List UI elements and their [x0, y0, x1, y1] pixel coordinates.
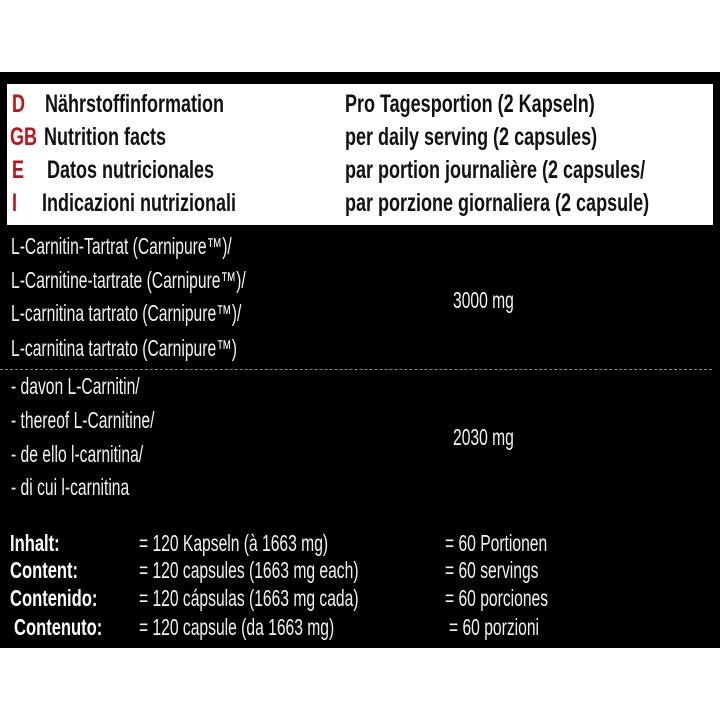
dashed-divider	[0, 369, 712, 370]
ingredient-name-line: L-Carnitine-tartrate (Carnipure™)/	[11, 267, 246, 293]
ingredient-name-line: - di cui l-carnitina	[11, 474, 130, 500]
ingredient-name-line: L-carnitina tartrato (Carnipure™)	[11, 335, 237, 361]
ingredient-name-line: - thereof L-Carnitine/	[11, 407, 155, 433]
header-title-i: Indicazioni nutrizionali	[42, 189, 237, 217]
content-capsules: = 120 capsules (1663 mg each)	[139, 557, 359, 583]
content-capsules: = 120 cápsulas (1663 mg cada)	[139, 585, 359, 611]
header-serving-d: Pro Tagesportion (2 Kapseln)	[345, 90, 595, 118]
header-title-e: Datos nutricionales	[47, 156, 215, 184]
content-capsules: = 120 capsule (da 1663 mg)	[139, 614, 335, 640]
header-title-d: Nährstoffinformation	[45, 90, 224, 118]
content-label: Contenuto:	[14, 614, 103, 640]
header-serving-e: par portion journalière (2 capsules/	[345, 156, 646, 184]
ingredient-name-line: L-carnitina tartrato (Carnipure™)/	[11, 300, 242, 326]
lang-code-i: I	[12, 189, 18, 217]
ingredient-amount: 3000 mg	[453, 287, 514, 313]
content-label: Inhalt:	[10, 530, 60, 556]
ingredient-amount: 2030 mg	[453, 424, 514, 450]
ingredient-name-line: - de ello l-carnitina/	[11, 441, 144, 467]
lang-code-d: D	[12, 90, 26, 118]
content-servings: = 60 porciones	[445, 585, 549, 611]
content-capsules: = 120 Kapseln (à 1663 mg)	[139, 530, 329, 556]
header-box	[7, 84, 713, 225]
content-label: Content:	[10, 557, 79, 583]
content-servings: = 60 servings	[445, 557, 539, 583]
lang-code-e: E	[12, 156, 25, 184]
content-label: Contenido:	[10, 585, 98, 611]
ingredient-name-line: - davon L-Carnitin/	[11, 373, 140, 399]
header-title-gb: Nutrition facts	[44, 123, 167, 151]
content-servings: = 60 Portionen	[445, 530, 548, 556]
lang-code-gb: GB	[10, 123, 37, 151]
ingredient-name-line: L-Carnitin-Tartrat (Carnipure™)/	[11, 233, 232, 259]
header-serving-gb: per daily serving (2 capsules)	[345, 123, 598, 151]
header-serving-i: par porzione giornaliera (2 capsule)	[345, 189, 650, 217]
content-servings: = 60 porzioni	[449, 614, 539, 640]
